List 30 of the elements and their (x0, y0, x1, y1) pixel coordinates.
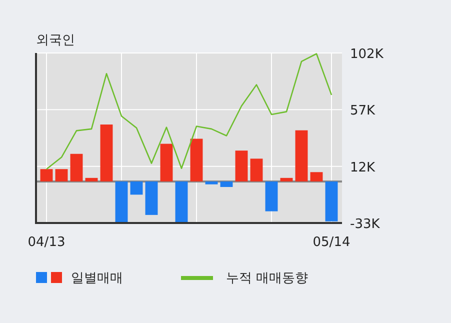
bar (190, 138, 203, 182)
bar (85, 178, 98, 182)
x-tick-label: 04/13 (28, 235, 66, 250)
bar (250, 158, 263, 182)
legend-label: 일별매매 (71, 271, 123, 286)
bar (295, 130, 308, 182)
bar (310, 172, 323, 182)
bar (220, 181, 233, 187)
bar (130, 181, 143, 195)
line-series (46, 53, 332, 170)
bar (115, 181, 128, 222)
bar (175, 181, 188, 222)
bar (145, 181, 158, 215)
bar (205, 181, 218, 184)
x-tick-label: 05/14 (312, 235, 350, 250)
legend-label: 누적 매매동향 (226, 271, 308, 286)
y-tick-label: -33K (350, 217, 380, 232)
bar (280, 178, 293, 182)
bar (70, 154, 83, 182)
chart-title: 외국인 (36, 33, 75, 48)
bar (160, 144, 173, 182)
bar (235, 150, 248, 182)
y-tick-label: 102K (350, 47, 384, 62)
bar (325, 181, 338, 222)
bar (55, 169, 68, 182)
bar (40, 169, 53, 182)
y-tick-label: 12K (350, 160, 376, 176)
bar (100, 124, 113, 182)
y-tick-label: 57K (350, 104, 376, 119)
bar (265, 181, 278, 212)
